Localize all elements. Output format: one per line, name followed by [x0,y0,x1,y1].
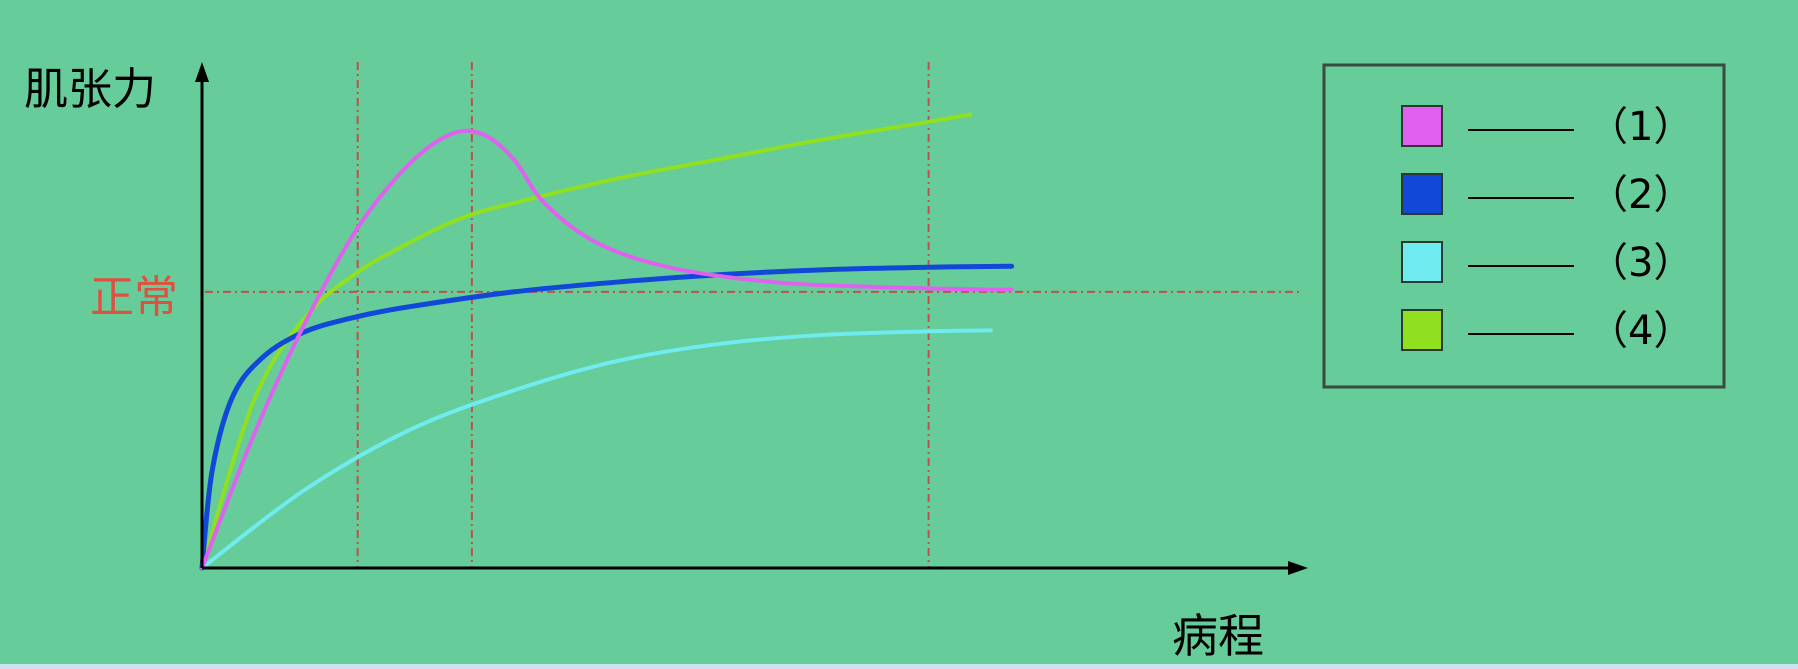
reference-lines [205,62,1300,568]
legend-label-1: （1） [1588,104,1693,150]
legend-label-2: （2） [1588,172,1693,218]
series-line-1 [200,128,1014,570]
legend-label-4: （4） [1588,308,1693,354]
series-line-3 [200,328,993,570]
y-axis-arrow-icon [195,62,209,82]
reference-label: 正常 [90,272,178,323]
legend-swatch-4 [1401,309,1443,351]
legend-swatch-2 [1401,173,1443,215]
legend-box [1322,63,1726,389]
axes: 肌张力 病程 正常 [24,62,1308,663]
x-axis-arrow-icon [1288,561,1308,575]
legend: （1） （2） （3） （4） [1322,63,1726,389]
series-layer [199,112,1015,571]
legend-swatch-1 [1401,105,1443,147]
x-axis-label: 病程 [1172,609,1264,663]
y-axis-label: 肌张力 [24,64,156,115]
series-line-4 [200,112,973,570]
legend-label-3: （3） [1588,240,1693,286]
legend-swatch-3 [1401,241,1443,283]
series-line-2 [199,263,1015,571]
